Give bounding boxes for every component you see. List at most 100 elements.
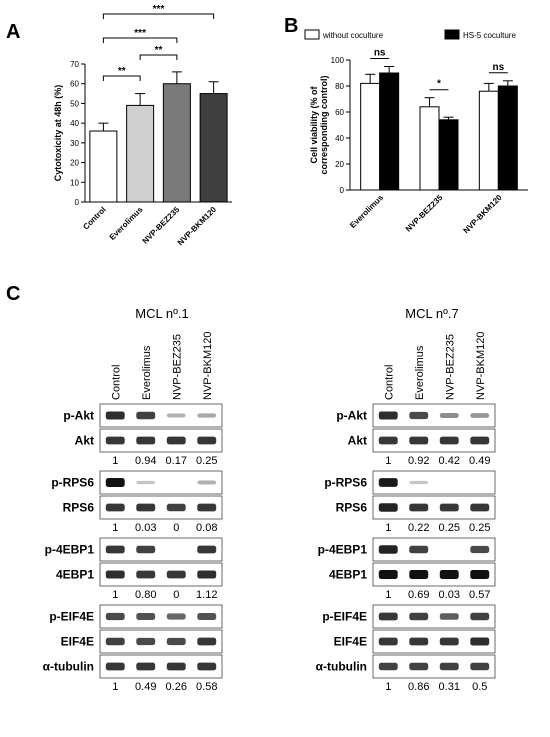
x-tick-label: Everolimus (108, 205, 145, 242)
bar-nvp-bez235-without (419, 106, 440, 191)
protein-band (136, 570, 156, 579)
x-tick-label: Everolimus (348, 193, 385, 230)
chart-a: 0 10 20 30 40 50 60 70 Cytotoxicity at 48h (%) Co… (53, 4, 232, 247)
y-tick-label: 100 (331, 56, 345, 65)
quantification-value: 0.08 (196, 522, 217, 534)
blot-strip (99, 654, 223, 679)
blot-strip (99, 604, 223, 629)
protein-label: Akt (75, 434, 94, 448)
x-tick-label: NVP-BKM120 (176, 205, 219, 248)
quantification-value: 0.80 (135, 589, 156, 601)
blot-title: MCL nº.1 (135, 306, 188, 321)
protein-band (105, 503, 125, 512)
panel-letter-a: A (6, 21, 20, 43)
protein-label: α-tubulin (43, 660, 94, 674)
quantification-value: 0.31 (439, 681, 460, 693)
blot-strip (99, 629, 223, 654)
bar-nvp-bkm120 (199, 93, 228, 203)
legend-label: HS-5 coculture (463, 31, 516, 40)
significance-label: ns (374, 48, 386, 59)
protein-band (105, 411, 125, 420)
quantification-value: 1 (112, 455, 118, 467)
protein-band (136, 436, 156, 445)
quantification-value: 1 (385, 589, 391, 601)
protein-band (105, 545, 125, 554)
protein-band (378, 436, 398, 445)
protein-label: EIF4E (61, 635, 94, 649)
protein-band (409, 480, 429, 485)
y-tick-label: 60 (70, 80, 79, 89)
x-tick-label: NVP-BEZ235 (404, 193, 445, 234)
protein-band (166, 613, 186, 620)
protein-band (197, 613, 217, 620)
quantification-value: 0.58 (196, 681, 217, 693)
y-tick-label: 50 (70, 99, 79, 108)
protein-band (105, 662, 125, 671)
lane-label: Everolimus (141, 345, 153, 400)
protein-band (136, 637, 156, 646)
x-tick-label: NVP-BEZ235 (141, 205, 182, 246)
y-tick-label: 40 (335, 134, 344, 143)
protein-band (197, 480, 217, 485)
blot-strip (372, 403, 496, 428)
protein-band (470, 436, 490, 445)
significance-bracket (102, 13, 215, 19)
protein-label: p-RPS6 (51, 476, 94, 490)
protein-band (166, 413, 186, 418)
quantification-value: 1.12 (196, 589, 217, 601)
protein-band (136, 411, 156, 420)
bar-nvp-bkm120-coculture (497, 85, 518, 191)
y-tick-label: 30 (70, 139, 79, 148)
protein-band (166, 637, 186, 646)
quantification-value: 0.49 (135, 681, 156, 693)
protein-label: Akt (348, 434, 367, 448)
protein-band (166, 436, 186, 445)
blot-strip (372, 654, 496, 679)
y-tick-label: 40 (70, 119, 79, 128)
protein-band (470, 570, 490, 579)
quantification-value: 0 (173, 589, 179, 601)
significance-bracket (102, 75, 141, 81)
significance-bracket (139, 54, 178, 60)
protein-label: RPS6 (63, 501, 95, 515)
protein-band (105, 612, 125, 621)
protein-band (105, 436, 125, 445)
quantification-value: 0.92 (408, 455, 429, 467)
y-tick-label: 20 (70, 159, 79, 168)
legend-swatch (304, 29, 320, 40)
lane-label: NVP-BEZ235 (444, 334, 456, 400)
protein-band (439, 503, 459, 512)
protein-label: 4EBP1 (329, 568, 367, 582)
protein-band (409, 436, 429, 445)
protein-band (136, 480, 156, 485)
significance-bracket (102, 37, 178, 43)
panel-letter-b: B (284, 15, 298, 37)
protein-band (470, 637, 490, 646)
protein-band (378, 637, 398, 646)
blot-strip (372, 470, 496, 495)
protein-label: RPS6 (336, 501, 368, 515)
protein-band (439, 436, 459, 445)
blot-strip (372, 629, 496, 654)
protein-label: p-EIF4E (322, 610, 367, 624)
blot-strip (99, 403, 223, 428)
y-tick-label: 0 (75, 198, 80, 207)
protein-band (378, 570, 398, 579)
protein-band (439, 570, 459, 579)
protein-band (378, 411, 398, 420)
quantification-value: 1 (385, 455, 391, 467)
protein-band (197, 503, 217, 512)
x-tick-label: Control (81, 205, 107, 231)
protein-band (197, 545, 217, 554)
blot-strip (372, 562, 496, 587)
quantification-value: 0.22 (408, 522, 429, 534)
y-axis-title: Cytotoxicity at 48h (%) (53, 85, 63, 182)
blot-panel-mcl1: MCL nº.1 Control Everolimus NVP-BEZ235 NVP-B… (43, 306, 223, 693)
protein-band (409, 612, 429, 621)
blot-strip (372, 495, 496, 520)
blot-strip (372, 428, 496, 453)
quantification-value: 0.03 (439, 589, 460, 601)
protein-band (197, 570, 217, 579)
quantification-value: 0.25 (469, 522, 490, 534)
